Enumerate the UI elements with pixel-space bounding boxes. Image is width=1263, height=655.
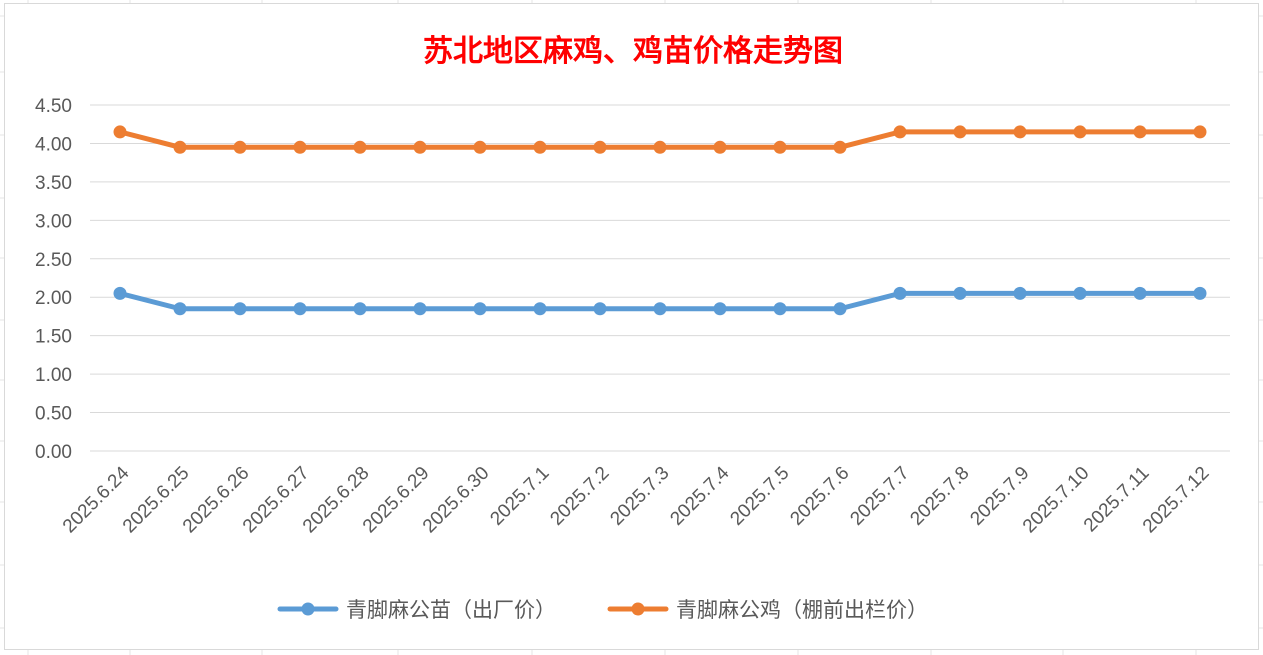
- legend-item-2[interactable]: 青脚麻公鸡（棚前出栏价）: [607, 598, 928, 622]
- data-point[interactable]: [233, 140, 247, 154]
- data-point[interactable]: [893, 286, 907, 300]
- legend-item-1[interactable]: 青脚麻公苗（出厂价）: [277, 598, 556, 622]
- data-point[interactable]: [113, 125, 127, 139]
- data-point[interactable]: [233, 302, 247, 316]
- y-tick-label: 4.50: [35, 96, 72, 117]
- y-axis-tick-labels: 0.00 0.50 1.00 1.50 2.00 2.50 3.00 3.50 4.00 4.50: [35, 96, 72, 463]
- gridlines: [90, 104, 1230, 452]
- data-point[interactable]: [1013, 286, 1027, 300]
- line-chart: 苏北地区麻鸡、鸡苗价格走势图 0.00 0.50 1.00 1.50 2.00 2.50 3…: [35, 34, 1230, 622]
- y-tick-label: 3.00: [35, 211, 72, 232]
- data-point[interactable]: [653, 302, 667, 316]
- legend-swatch-marker: [631, 602, 645, 616]
- data-point[interactable]: [173, 302, 187, 316]
- y-tick-label: 1.50: [35, 327, 72, 348]
- data-point[interactable]: [893, 125, 907, 139]
- data-point[interactable]: [473, 302, 487, 316]
- legend-label: 青脚麻公苗（出厂价）: [346, 598, 556, 622]
- data-point[interactable]: [533, 140, 547, 154]
- data-point[interactable]: [653, 140, 667, 154]
- data-point[interactable]: [833, 302, 847, 316]
- x-tick-label: 2025.7.10: [1019, 463, 1094, 538]
- y-tick-label: 0.00: [35, 442, 72, 463]
- y-tick-label: 0.50: [35, 404, 72, 425]
- x-tick-label: 2025.7.7: [846, 463, 913, 530]
- data-point[interactable]: [953, 286, 967, 300]
- data-point[interactable]: [473, 140, 487, 154]
- data-point[interactable]: [593, 140, 607, 154]
- data-point[interactable]: [353, 302, 367, 316]
- data-point[interactable]: [533, 302, 547, 316]
- x-tick-label: 2025.7.3: [606, 463, 673, 530]
- x-tick-label: 2025.7.6: [786, 463, 853, 530]
- data-point[interactable]: [173, 140, 187, 154]
- x-tick-label: 2025.7.12: [1139, 463, 1214, 538]
- chart-title: 苏北地区麻鸡、鸡苗价格走势图: [423, 34, 843, 69]
- data-point[interactable]: [1133, 125, 1147, 139]
- legend-swatch-marker: [301, 602, 315, 616]
- y-tick-label: 3.50: [35, 173, 72, 194]
- y-tick-label: 2.00: [35, 288, 72, 309]
- y-tick-label: 2.50: [35, 250, 72, 271]
- data-point[interactable]: [413, 302, 427, 316]
- x-tick-label: 2025.7.2: [546, 463, 613, 530]
- series-2[interactable]: [113, 125, 1207, 154]
- y-tick-label: 1.00: [35, 365, 72, 386]
- data-point[interactable]: [773, 140, 787, 154]
- chart-area[interactable]: 苏北地区麻鸡、鸡苗价格走势图 0.00 0.50 1.00 1.50 2.00 2.50 3…: [4, 3, 1259, 650]
- x-tick-label: 2025.7.5: [726, 463, 793, 530]
- data-point[interactable]: [713, 302, 727, 316]
- data-point[interactable]: [413, 140, 427, 154]
- data-point[interactable]: [773, 302, 787, 316]
- x-tick-label: 2025.7.8: [906, 463, 973, 530]
- y-tick-label: 4.00: [35, 134, 72, 155]
- x-axis-tick-labels: 2025.6.242025.6.252025.6.262025.6.272025…: [59, 462, 1214, 537]
- data-point[interactable]: [1133, 286, 1147, 300]
- data-point[interactable]: [1193, 286, 1207, 300]
- data-point[interactable]: [1073, 286, 1087, 300]
- data-point[interactable]: [1193, 125, 1207, 139]
- x-tick-label: 2025.7.4: [666, 462, 733, 529]
- data-point[interactable]: [113, 286, 127, 300]
- x-tick-label: 2025.6.30: [419, 463, 494, 538]
- data-point[interactable]: [713, 140, 727, 154]
- series-1[interactable]: [113, 286, 1207, 316]
- series-layer: [113, 125, 1207, 316]
- data-point[interactable]: [1073, 125, 1087, 139]
- data-point[interactable]: [593, 302, 607, 316]
- data-point[interactable]: [833, 140, 847, 154]
- data-point[interactable]: [293, 302, 307, 316]
- data-point[interactable]: [1013, 125, 1027, 139]
- x-tick-label: 2025.7.1: [486, 463, 553, 530]
- data-point[interactable]: [353, 140, 367, 154]
- legend[interactable]: 青脚麻公苗（出厂价） 青脚麻公鸡（棚前出栏价）: [277, 598, 928, 622]
- data-point[interactable]: [293, 140, 307, 154]
- legend-label: 青脚麻公鸡（棚前出栏价）: [676, 598, 928, 622]
- data-point[interactable]: [953, 125, 967, 139]
